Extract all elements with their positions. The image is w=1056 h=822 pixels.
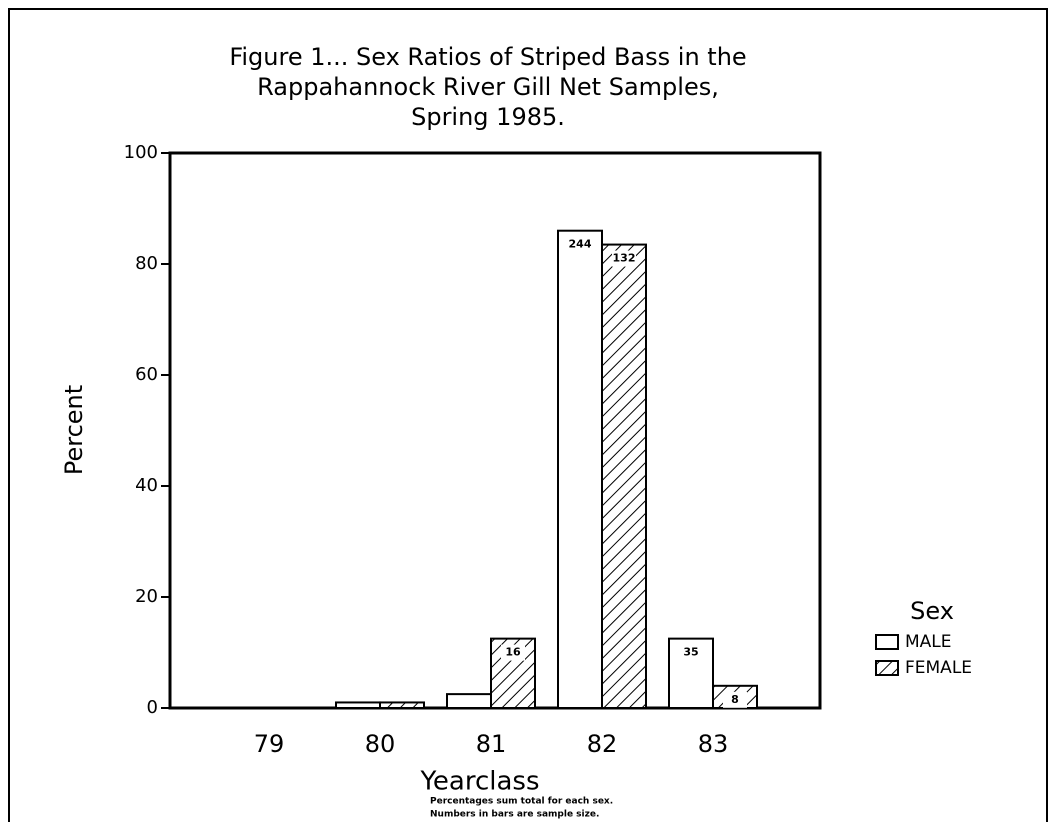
count-label-bg [723, 691, 747, 708]
count-label-bg [501, 644, 525, 661]
chart-title: Rappahannock River Gill Net Samples, [257, 73, 719, 101]
x-axis-label: Yearclass [419, 767, 539, 797]
count-label-bg [679, 644, 703, 661]
footnote: Numbers in bars are sample size. [430, 810, 599, 820]
bar [379, 701, 425, 710]
y-tick-label: 100 [124, 142, 158, 163]
legend-label: FEMALE [905, 658, 972, 678]
count-label: 16 [505, 646, 521, 659]
bar [557, 229, 603, 709]
page-border [8, 8, 1048, 822]
y-tick-label: 20 [135, 586, 158, 607]
x-tick-label: 83 [698, 730, 729, 758]
count-label: 132 [613, 252, 636, 265]
legend-label: MALE [905, 632, 952, 652]
x-tick-label: 81 [476, 730, 507, 758]
y-tick-label: 0 [147, 697, 158, 718]
count-label-bg [612, 250, 636, 267]
y-tick-label: 60 [135, 364, 158, 385]
chart-title: Spring 1985. [411, 103, 565, 131]
x-tick-label: 79 [254, 730, 285, 758]
x-tick-label: 82 [587, 730, 618, 758]
count-label-bg [568, 236, 592, 253]
y-tick-label: 40 [135, 475, 158, 496]
bar [601, 243, 647, 709]
chart-title: Figure 1... Sex Ratios of Striped Bass i… [229, 43, 746, 71]
legend-swatch [875, 634, 899, 650]
count-label: 244 [569, 238, 592, 251]
plot-frame [168, 151, 822, 710]
legend-title: Sex [910, 597, 954, 625]
x-tick-label: 80 [365, 730, 396, 758]
legend-swatch [875, 660, 899, 676]
count-label: 35 [683, 646, 698, 659]
bar [446, 693, 492, 709]
bar [335, 701, 381, 710]
footnote: Percentages sum total for each sex. [430, 797, 613, 807]
y-axis-label: Percent [60, 385, 88, 475]
count-label: 8 [731, 693, 739, 706]
y-tick-label: 80 [135, 253, 158, 274]
